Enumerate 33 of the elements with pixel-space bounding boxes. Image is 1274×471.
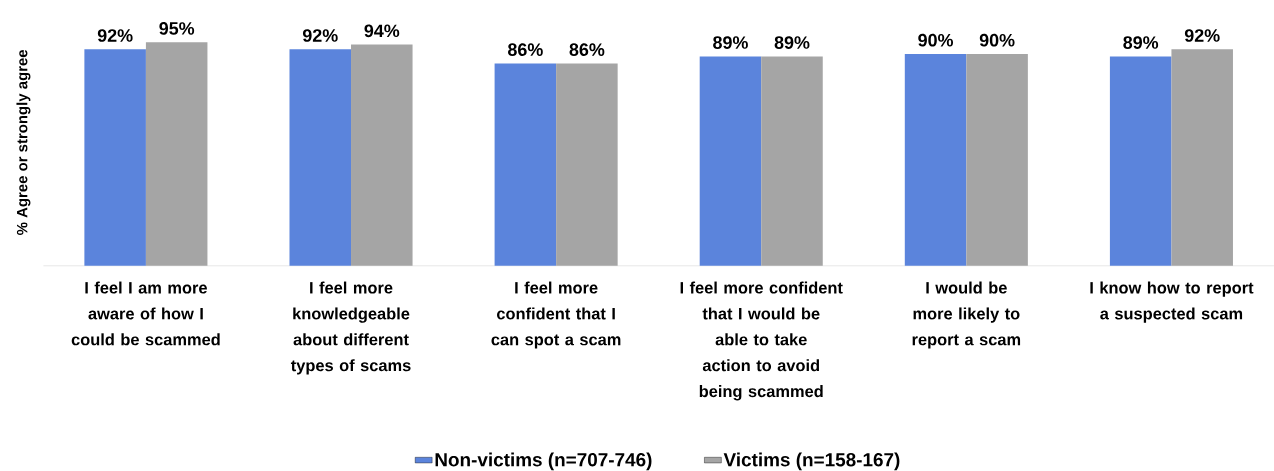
bar — [145, 42, 208, 266]
data-label: 92% — [97, 29, 133, 42]
bar — [556, 63, 618, 266]
data-label: 89% — [713, 36, 748, 49]
bar — [1109, 56, 1172, 266]
data-label: 86% — [508, 43, 543, 56]
bar — [289, 49, 352, 266]
y-axis-title: % Agree or strongly agree — [16, 49, 31, 235]
data-label: 89% — [774, 36, 810, 49]
data-label: 90% — [918, 33, 954, 47]
bar — [351, 44, 413, 266]
bar — [699, 56, 762, 266]
bar — [494, 63, 557, 266]
data-label: 95% — [159, 22, 195, 35]
x-tick-label: I feel more confident that I can spot a scam — [491, 281, 621, 349]
data-label: 92% — [302, 29, 338, 42]
x-tick-label: I know how to report a suspected scam — [1090, 281, 1254, 323]
x-tick-label: I would be more likely to report a scam — [912, 281, 1021, 349]
bar — [84, 49, 146, 266]
legend-label: Victims (n=158-167) — [723, 452, 900, 471]
data-label: 86% — [569, 43, 605, 56]
bar — [761, 56, 823, 266]
bar — [966, 54, 1028, 266]
data-label: 92% — [1184, 29, 1220, 42]
data-label: 94% — [364, 24, 400, 38]
legend-label: Non-victims (n=707-746) — [435, 452, 652, 471]
x-tick-label: I feel more knowledgeable about different types of scams — [290, 281, 411, 375]
bar — [1171, 49, 1233, 266]
data-label: 90% — [979, 33, 1015, 47]
x-tick-label: I feel more confident that I would be able to take action to avoid being scammed — [680, 281, 843, 401]
data-label: 89% — [1123, 36, 1159, 49]
x-tick-label: I feel I am more aware of how I could be scammed — [71, 281, 220, 346]
bar — [904, 54, 967, 266]
